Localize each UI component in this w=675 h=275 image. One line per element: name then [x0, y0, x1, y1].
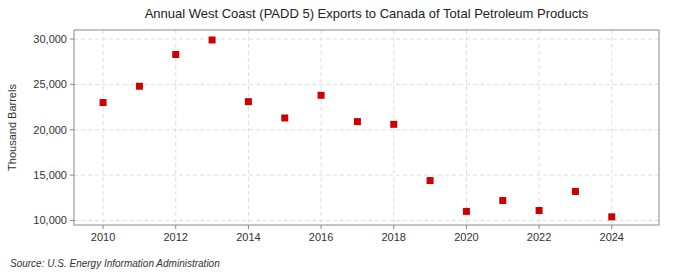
point	[318, 92, 325, 99]
grid-line-x	[248, 30, 249, 225]
point	[209, 36, 216, 43]
x-tick-label: 2014	[236, 231, 260, 243]
grid	[74, 30, 659, 225]
point	[536, 207, 543, 214]
point	[427, 177, 434, 184]
x-tick	[466, 225, 467, 229]
point	[572, 188, 579, 195]
x-tick-label: 2024	[600, 231, 624, 243]
y-tick-label: 25,000	[33, 78, 67, 90]
grid-line-x	[611, 30, 612, 225]
y-axis-label: Thousand Barrels	[6, 84, 18, 171]
y-tick-label: 30,000	[33, 33, 67, 45]
point	[390, 121, 397, 128]
point	[281, 114, 288, 121]
point	[245, 98, 252, 105]
point	[172, 51, 179, 58]
x-tick	[321, 225, 322, 229]
source-note: Source: U.S. Energy Information Administ…	[10, 258, 220, 269]
grid-line-x	[103, 30, 104, 225]
x-tick-label: 2010	[91, 231, 115, 243]
grid-line-x	[175, 30, 176, 225]
grid-line-y	[74, 220, 659, 221]
y-tick	[70, 220, 74, 221]
x-tick	[539, 225, 540, 229]
grid-line-y	[74, 175, 659, 176]
grid-line-x	[321, 30, 322, 225]
y-tick-label: 15,000	[33, 169, 67, 181]
x-tick-label: 2022	[527, 231, 551, 243]
point	[354, 118, 361, 125]
grid-line-x	[539, 30, 540, 225]
x-tick	[611, 225, 612, 229]
grid-line-x	[466, 30, 467, 225]
plot-frame	[74, 30, 659, 225]
grid-line-y	[74, 39, 659, 40]
x-tick	[393, 225, 394, 229]
points	[100, 36, 616, 220]
y-tick-label: 10,000	[33, 214, 67, 226]
point	[499, 197, 506, 204]
grid-line-y	[74, 84, 659, 85]
x-tick-label: 2012	[163, 231, 187, 243]
x-tick	[248, 225, 249, 229]
grid-line-y	[74, 129, 659, 130]
title: Annual West Coast (PADD 5) Exports to Ca…	[145, 6, 589, 21]
y-tick-label: 20,000	[33, 124, 67, 136]
y-tick	[70, 39, 74, 40]
x-tick	[103, 225, 104, 229]
y-tick	[70, 175, 74, 176]
y-tick	[70, 84, 74, 85]
point	[608, 213, 615, 220]
x-tick-label: 2018	[382, 231, 406, 243]
point	[100, 99, 107, 106]
chart: Annual West Coast (PADD 5) Exports to Ca…	[0, 0, 675, 275]
x-tick-label: 2016	[309, 231, 333, 243]
x-tick-label: 2020	[454, 231, 478, 243]
x-tick	[175, 225, 176, 229]
point	[136, 83, 143, 90]
point	[463, 208, 470, 215]
y-tick	[70, 129, 74, 130]
